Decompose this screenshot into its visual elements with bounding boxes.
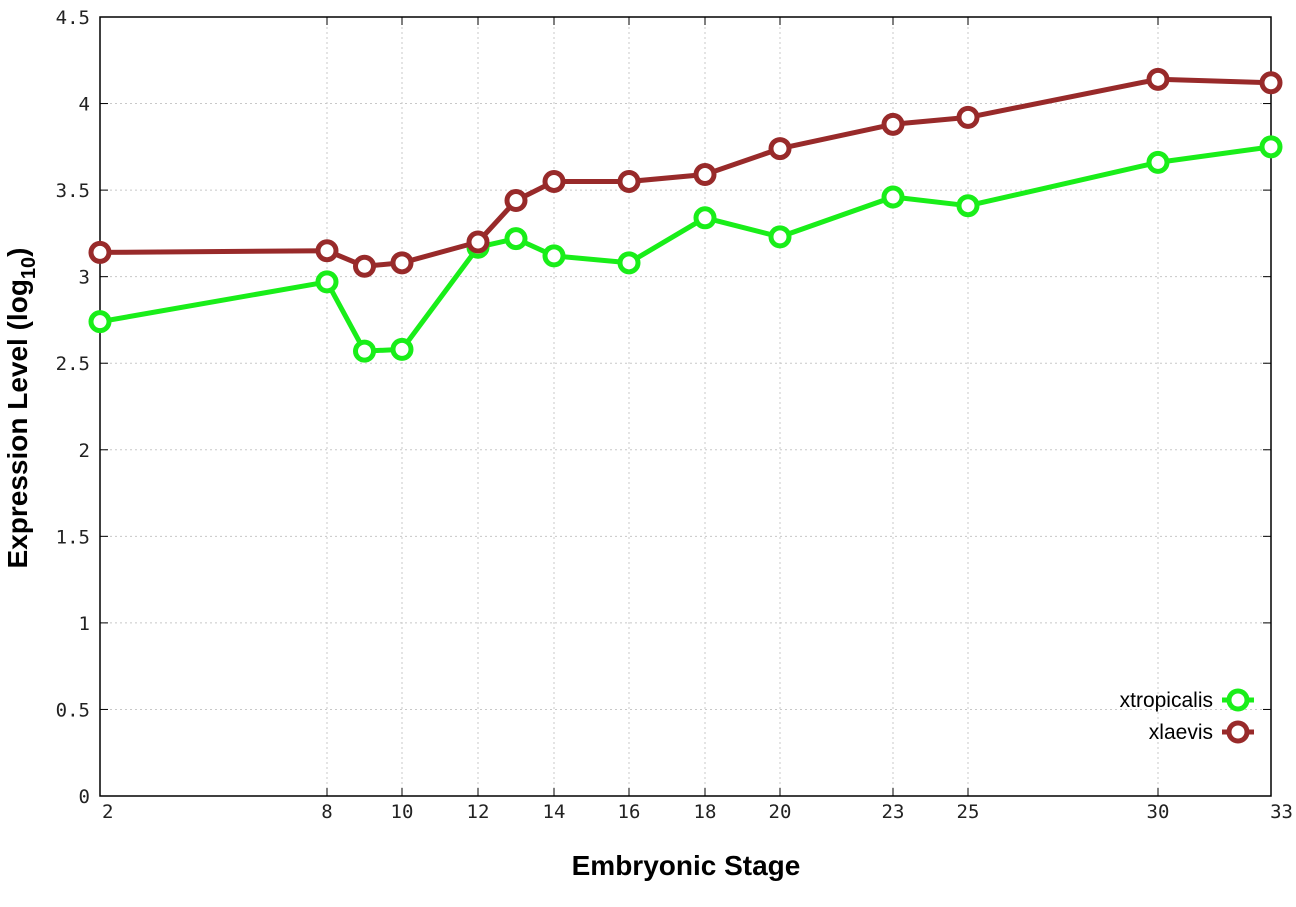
y-tick-label: 0 bbox=[79, 786, 90, 808]
x-tick-label: 2 bbox=[102, 801, 113, 823]
data-point-xtropicalis bbox=[768, 225, 792, 249]
x-tick-label: 12 bbox=[467, 801, 490, 823]
data-point-xlaevis bbox=[1259, 71, 1283, 95]
data-point-xtropicalis bbox=[881, 185, 905, 209]
legend-label: xlaevis bbox=[1149, 721, 1213, 744]
data-point-xtropicalis bbox=[956, 194, 980, 218]
x-tick-label: 20 bbox=[769, 801, 792, 823]
series-line-xlaevis bbox=[99, 76, 1272, 269]
y-axis-title-suffix: ) bbox=[2, 248, 33, 257]
x-tick-label: 10 bbox=[391, 801, 414, 823]
data-point-xlaevis bbox=[466, 230, 490, 254]
data-point-xlaevis bbox=[88, 240, 112, 264]
data-point-xtropicalis bbox=[1259, 135, 1283, 159]
data-point-xlaevis bbox=[542, 169, 566, 193]
data-point-xlaevis bbox=[956, 105, 980, 129]
data-point-xtropicalis bbox=[542, 244, 566, 268]
plot-frame bbox=[99, 16, 1272, 797]
x-tick-label: 14 bbox=[543, 801, 566, 823]
data-point-xlaevis bbox=[353, 254, 376, 278]
grid bbox=[100, 17, 1271, 796]
y-tick-label: 0.5 bbox=[56, 699, 90, 721]
data-point-xtropicalis bbox=[390, 337, 414, 361]
x-tick-label: 23 bbox=[882, 801, 905, 823]
y-axis-title-subscript: 10 bbox=[18, 257, 40, 279]
data-point-xtropicalis bbox=[315, 270, 339, 294]
series bbox=[88, 67, 1283, 363]
legend-label: xtropicalis bbox=[1120, 689, 1213, 712]
series-xlaevis bbox=[88, 67, 1283, 278]
y-tick-label: 2 bbox=[79, 440, 90, 462]
y-tick-label: 4.5 bbox=[56, 7, 90, 29]
data-point-xlaevis bbox=[617, 169, 641, 193]
x-tick-label: 33 bbox=[1270, 801, 1293, 823]
legend-marker bbox=[1226, 688, 1250, 712]
y-tick-label: 1.5 bbox=[56, 526, 90, 548]
y-tick-label: 3.5 bbox=[56, 180, 90, 202]
series-xtropicalis bbox=[88, 135, 1283, 363]
x-axis-title: Embryonic Stage bbox=[572, 850, 801, 881]
y-tick-label: 1 bbox=[79, 613, 90, 635]
data-point-xtropicalis bbox=[504, 227, 528, 251]
ticks: 0 0.5 1 1.5 2 2.5 3 3.5 4 4.5 2 8 10 12 14 16 18 20 23 25 30… bbox=[56, 7, 1293, 823]
data-point-xtropicalis bbox=[617, 251, 641, 275]
data-point-xlaevis bbox=[693, 163, 717, 187]
legend-marker bbox=[1226, 720, 1250, 744]
y-tick-label: 4 bbox=[79, 94, 90, 116]
legend: xtropicalis xlaevis bbox=[1120, 688, 1254, 744]
x-tick-label: 8 bbox=[321, 801, 332, 823]
x-tick-label: 16 bbox=[618, 801, 641, 823]
data-point-xlaevis bbox=[315, 239, 339, 263]
data-point-xlaevis bbox=[1146, 67, 1170, 91]
x-tick-label: 18 bbox=[694, 801, 717, 823]
data-point-xlaevis bbox=[881, 112, 905, 136]
data-point-xlaevis bbox=[768, 137, 792, 161]
data-point-xtropicalis bbox=[88, 310, 112, 334]
data-point-xtropicalis bbox=[1146, 150, 1170, 174]
x-tick-label: 30 bbox=[1147, 801, 1170, 823]
data-point-xtropicalis bbox=[693, 206, 717, 230]
y-tick-label: 2.5 bbox=[56, 353, 90, 375]
y-axis-title: Expression Level (log10) bbox=[2, 248, 40, 569]
data-point-xlaevis bbox=[504, 188, 528, 212]
y-tick-label: 3 bbox=[79, 267, 90, 289]
data-point-xlaevis bbox=[390, 251, 414, 275]
legend-item-xlaevis: xlaevis bbox=[1149, 720, 1254, 744]
legend-item-xtropicalis: xtropicalis bbox=[1120, 688, 1254, 712]
y-axis-title-main: Expression Level (log bbox=[2, 279, 33, 568]
data-point-xtropicalis bbox=[353, 339, 376, 363]
x-tick-label: 25 bbox=[957, 801, 980, 823]
